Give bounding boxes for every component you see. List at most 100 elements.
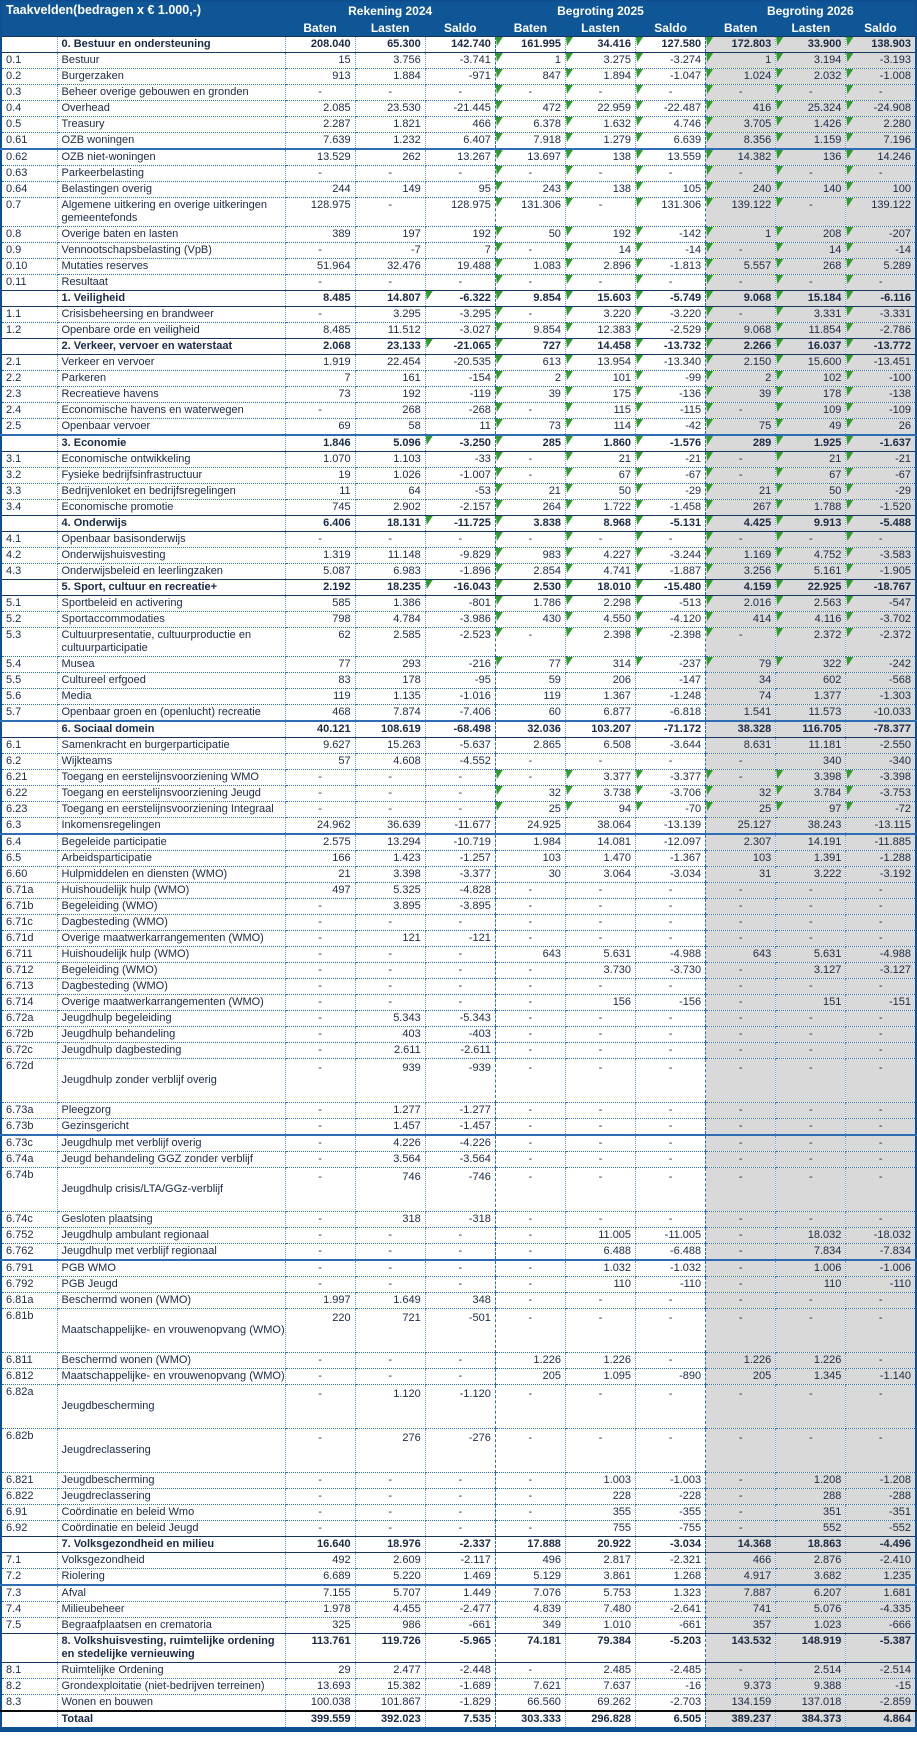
cell-lasten-2024[interactable]: 15.382	[355, 1678, 426, 1695]
cell-baten-2024[interactable]: 83	[285, 672, 356, 689]
cell-saldo-2025[interactable]: -71.172	[635, 720, 707, 738]
cell-lasten-2026[interactable]: 3.127	[775, 962, 847, 979]
cell-saldo-2025[interactable]: -	[635, 1352, 707, 1369]
cell-saldo-2026[interactable]: -3.331	[845, 306, 917, 323]
row-code[interactable]: 6.821	[1, 1472, 58, 1489]
cell-saldo-2025[interactable]: -755	[635, 1520, 707, 1537]
cell-saldo-2026[interactable]: -6.116	[845, 290, 917, 307]
cell-baten-2025[interactable]: 131.306	[495, 197, 566, 227]
cell-baten-2025[interactable]: -	[495, 1488, 566, 1505]
cell-baten-2026[interactable]: 103	[705, 850, 777, 867]
row-code[interactable]: 6.22	[1, 785, 58, 802]
cell-saldo-2025[interactable]: -	[635, 1151, 707, 1168]
cell-saldo-2024[interactable]: -	[425, 531, 496, 548]
cell-saldo-2025[interactable]: -2.321	[635, 1552, 707, 1569]
cell-baten-2024[interactable]: 69	[285, 418, 356, 436]
cell-baten-2026[interactable]: 172.803	[705, 36, 777, 53]
cell-baten-2025[interactable]: 73	[495, 418, 566, 436]
cell-saldo-2025[interactable]: -16	[635, 1678, 707, 1695]
cell-baten-2024[interactable]: -	[285, 785, 356, 802]
cell-baten-2026[interactable]: 2	[705, 370, 777, 387]
row-code[interactable]: 2.2	[1, 370, 58, 387]
cell-baten-2024[interactable]: 497	[285, 882, 356, 899]
cell-saldo-2025[interactable]: -	[635, 1292, 707, 1309]
cell-baten-2025[interactable]: 2.865	[495, 737, 566, 754]
cell-lasten-2026[interactable]: 11.854	[775, 322, 847, 339]
cell-baten-2026[interactable]: 1.226	[705, 1352, 777, 1369]
cell-lasten-2026[interactable]: -	[775, 1026, 847, 1043]
cell-baten-2026[interactable]: -	[705, 1010, 777, 1027]
cell-baten-2024[interactable]: -	[285, 1488, 356, 1505]
cell-baten-2024[interactable]: 325	[285, 1617, 356, 1634]
row-code[interactable]: 6.72c	[1, 1042, 58, 1059]
cell-lasten-2024[interactable]: 5.325	[355, 882, 426, 899]
row-code[interactable]: 6.82b	[1, 1428, 58, 1473]
row-code[interactable]: 6.74c	[1, 1211, 58, 1228]
cell-lasten-2026[interactable]: 49	[775, 418, 847, 436]
row-label[interactable]: 6. Sociaal domein	[57, 720, 286, 738]
cell-baten-2026[interactable]: -	[705, 1118, 777, 1136]
cell-baten-2026[interactable]: -	[705, 962, 777, 979]
row-code[interactable]: 7.1	[1, 1552, 58, 1569]
cell-lasten-2026[interactable]: 178	[775, 386, 847, 403]
row-code[interactable]: 6.822	[1, 1488, 58, 1505]
cell-saldo-2026[interactable]: -78.377	[845, 720, 917, 738]
cell-saldo-2025[interactable]: -	[635, 882, 707, 899]
cell-lasten-2024[interactable]: -	[355, 1368, 426, 1385]
cell-saldo-2024[interactable]: -4.226	[425, 1135, 496, 1152]
cell-baten-2024[interactable]: -	[285, 84, 356, 101]
row-label[interactable]: Openbaar groen en (openlucht) recreatie	[57, 704, 286, 722]
cell-lasten-2024[interactable]: 36.639	[355, 817, 426, 835]
row-code[interactable]: 2.1	[1, 354, 58, 371]
cell-baten-2026[interactable]: 1.169	[705, 547, 777, 564]
row-label[interactable]: PGB WMO	[57, 1260, 286, 1277]
row-code[interactable]: 6.72a	[1, 1010, 58, 1027]
cell-lasten-2025[interactable]: 15.603	[565, 290, 637, 307]
cell-baten-2024[interactable]: 6.406	[285, 515, 356, 532]
cell-saldo-2025[interactable]: -13.732	[635, 338, 707, 355]
cell-baten-2025[interactable]: 643	[495, 946, 566, 963]
cell-lasten-2025[interactable]: 18.010	[565, 579, 637, 596]
row-label[interactable]: Sportbeleid en activering	[57, 595, 286, 612]
cell-saldo-2026[interactable]: -110	[845, 1276, 917, 1293]
cell-lasten-2026[interactable]: 1.159	[775, 132, 847, 150]
cell-baten-2026[interactable]: -	[705, 627, 777, 657]
row-code[interactable]: 2.5	[1, 418, 58, 436]
cell-lasten-2026[interactable]: 4.752	[775, 547, 847, 564]
row-label[interactable]: Milieubeheer	[57, 1601, 286, 1618]
cell-baten-2024[interactable]: -	[285, 978, 356, 995]
cell-baten-2026[interactable]: -	[705, 1292, 777, 1309]
cell-lasten-2025[interactable]: 1.010	[565, 1617, 637, 1634]
cell-lasten-2026[interactable]: 148.919	[775, 1633, 847, 1663]
cell-saldo-2024[interactable]: -	[425, 994, 496, 1011]
cell-saldo-2026[interactable]: 1.235	[845, 1568, 917, 1586]
row-label[interactable]: Verkeer en vervoer	[57, 354, 286, 371]
cell-saldo-2026[interactable]: -138	[845, 386, 917, 403]
cell-lasten-2026[interactable]: 11.181	[775, 737, 847, 754]
cell-lasten-2025[interactable]: 1.722	[565, 499, 637, 516]
cell-baten-2024[interactable]: 21	[285, 866, 356, 883]
cell-lasten-2024[interactable]: 161	[355, 370, 426, 387]
cell-lasten-2024[interactable]: 1.386	[355, 595, 426, 612]
cell-baten-2025[interactable]: 9.854	[495, 290, 566, 307]
cell-lasten-2025[interactable]: 1.894	[565, 68, 637, 85]
cell-saldo-2026[interactable]: -	[845, 84, 917, 101]
cell-saldo-2024[interactable]: 7	[425, 242, 496, 259]
row-label[interactable]: Onderwijshuisvesting	[57, 547, 286, 564]
cell-baten-2026[interactable]: 14.368	[705, 1536, 777, 1553]
row-code[interactable]: 3.3	[1, 483, 58, 500]
row-code[interactable]: 6.711	[1, 946, 58, 963]
cell-saldo-2025[interactable]: -5.203	[635, 1633, 707, 1663]
cell-baten-2026[interactable]: -	[705, 1102, 777, 1119]
cell-baten-2025[interactable]: -	[495, 882, 566, 899]
cell-saldo-2025[interactable]: -	[635, 753, 707, 770]
cell-lasten-2026[interactable]: 7.834	[775, 1243, 847, 1261]
cell-saldo-2026[interactable]: -1.520	[845, 499, 917, 516]
cell-baten-2026[interactable]: 39	[705, 386, 777, 403]
cell-saldo-2025[interactable]: 1.323	[635, 1585, 707, 1602]
cell-saldo-2024[interactable]: 1.469	[425, 1568, 496, 1586]
cell-saldo-2025[interactable]: -228	[635, 1488, 707, 1505]
cell-saldo-2024[interactable]: -53	[425, 483, 496, 500]
cell-baten-2025[interactable]: 2.854	[495, 563, 566, 580]
row-code[interactable]: 6.3	[1, 817, 58, 835]
